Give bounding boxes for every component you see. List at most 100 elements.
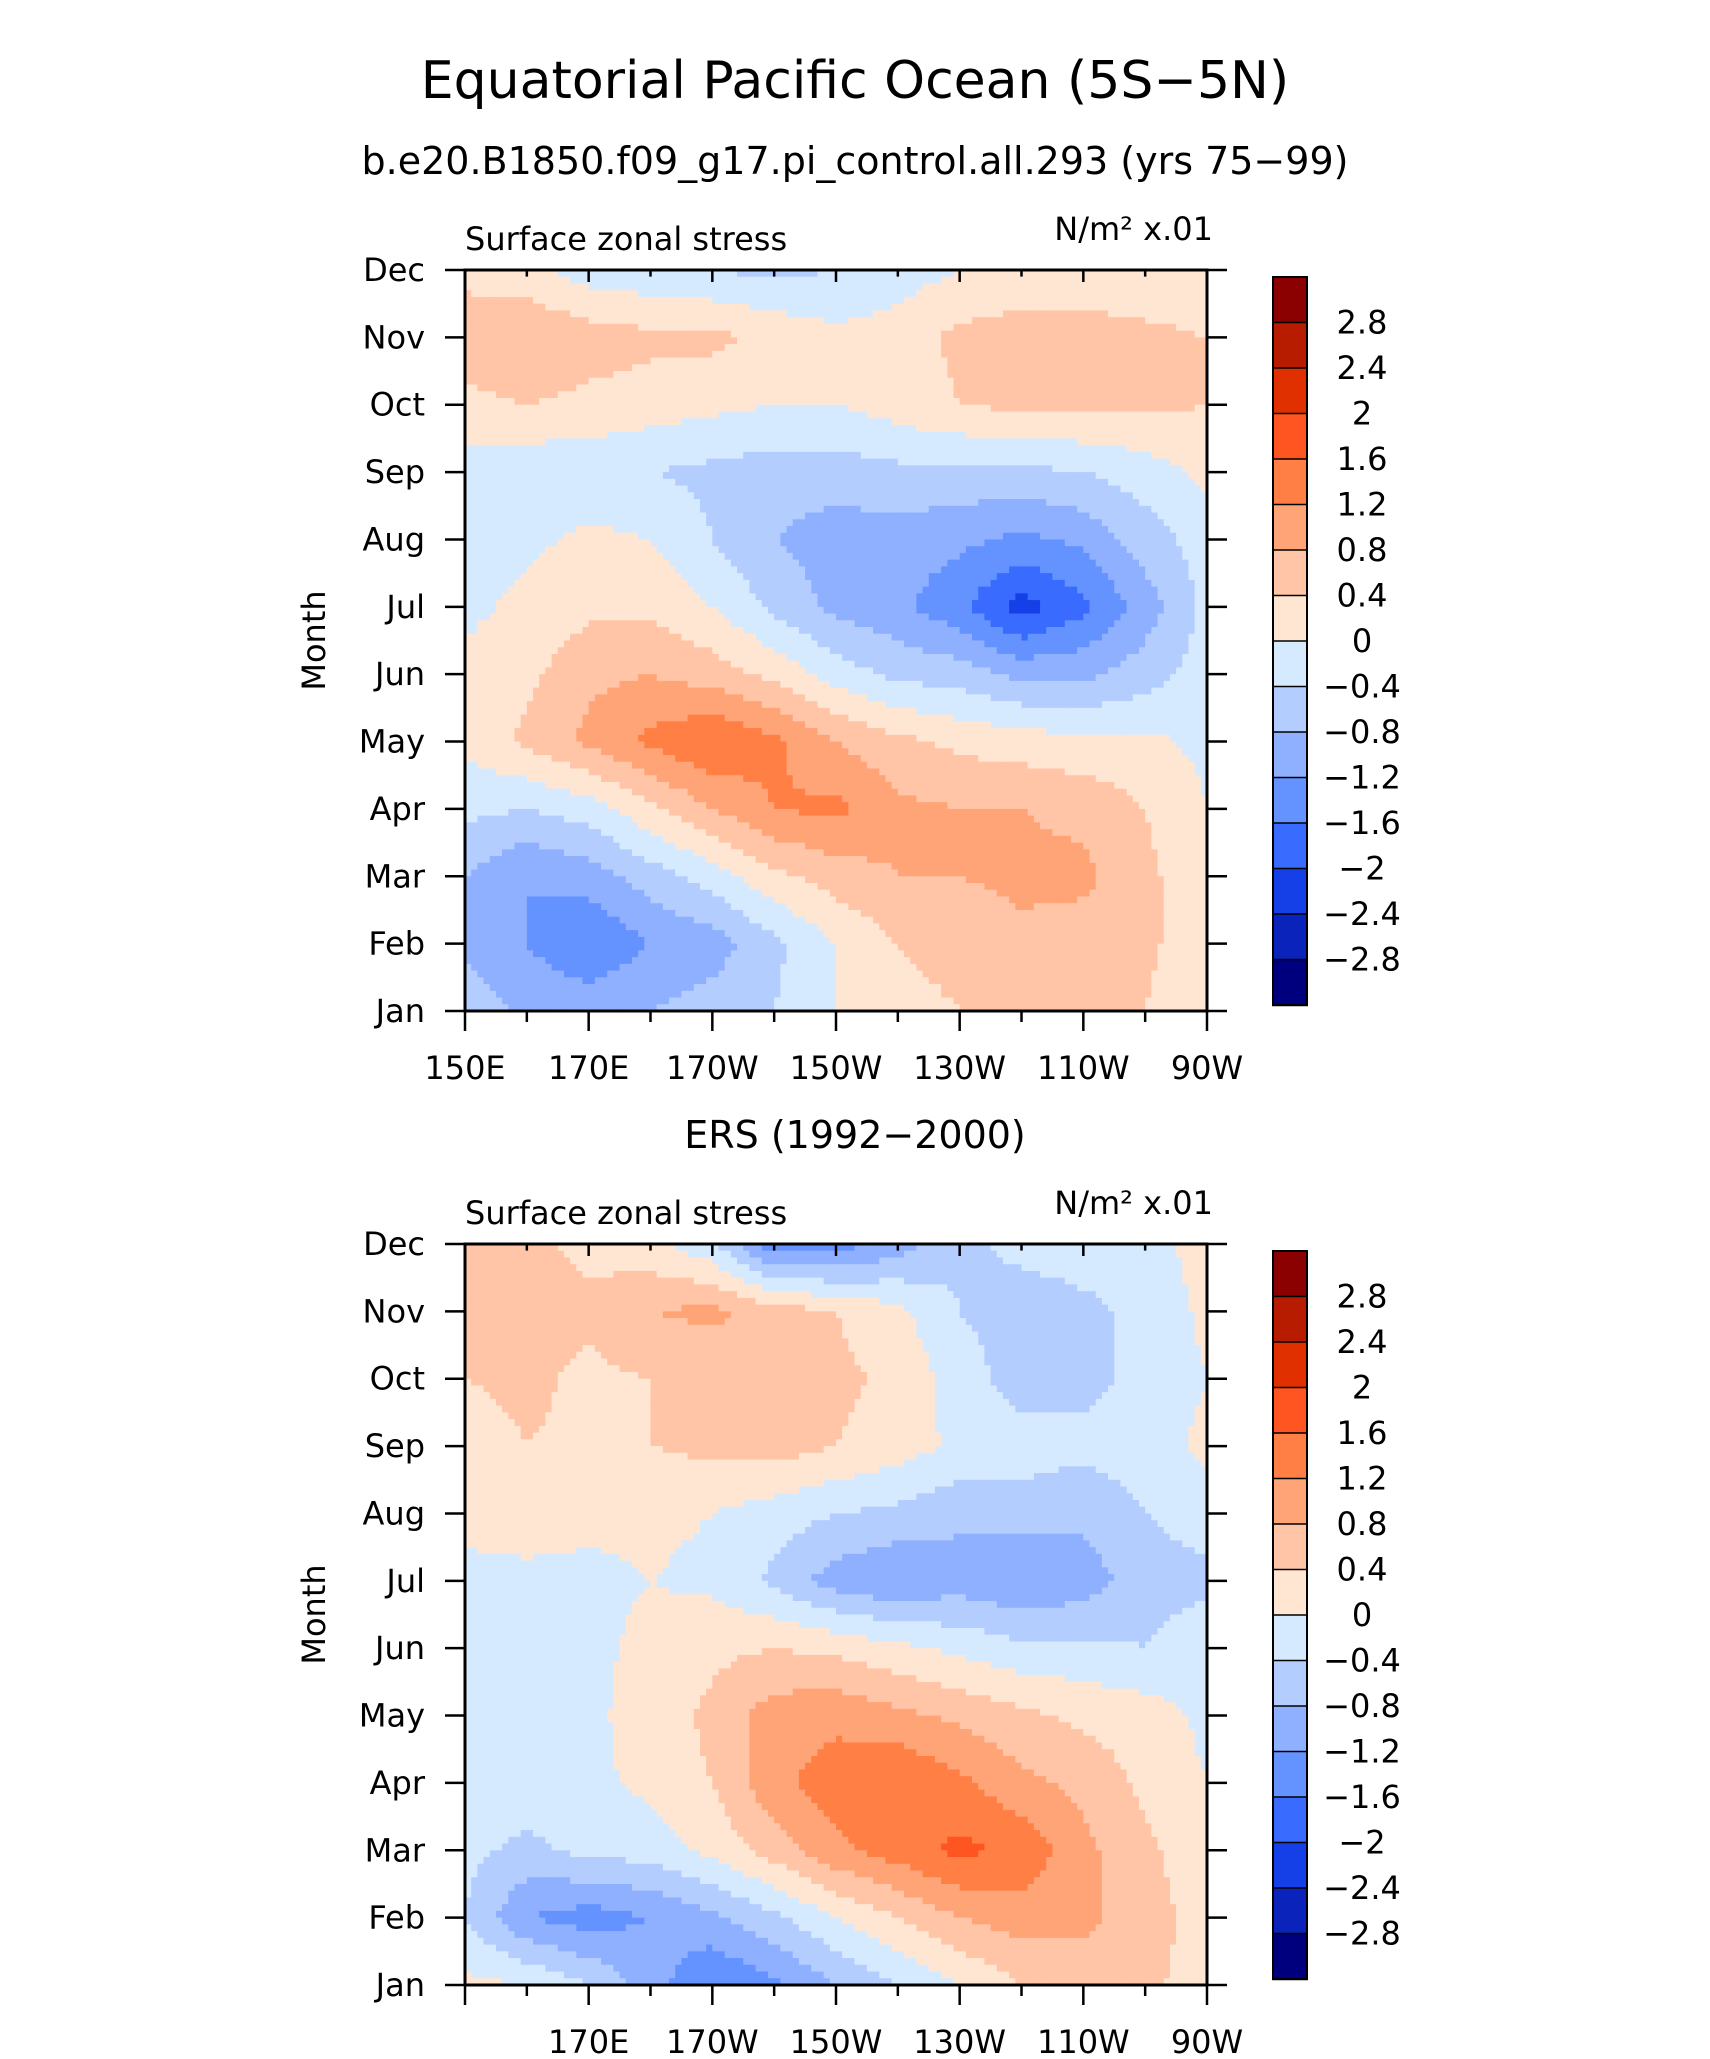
contour-cell <box>793 331 800 338</box>
contour-cell <box>842 539 849 546</box>
contour-cell <box>1040 277 1047 284</box>
contour-cell <box>669 438 676 445</box>
contour-cell <box>719 486 726 493</box>
contour-cell <box>1164 324 1171 331</box>
contour-cell <box>688 472 695 479</box>
contour-cell <box>885 277 892 284</box>
contour-cell <box>892 337 899 344</box>
contour-cell <box>613 539 620 546</box>
contour-cell <box>855 546 862 553</box>
contour-cell <box>1145 378 1152 385</box>
contour-cell <box>848 283 855 290</box>
contour-cell <box>1139 358 1146 365</box>
contour-cell <box>502 519 509 526</box>
contour-cell <box>1028 445 1035 452</box>
contour-cell <box>564 492 571 499</box>
contour-cell <box>719 513 726 520</box>
contour-cell <box>1040 465 1047 472</box>
contour-cell <box>1046 492 1053 499</box>
contour-cell <box>533 290 540 297</box>
contour-cell <box>638 378 645 385</box>
contour-cell <box>1102 324 1109 331</box>
contour-cell <box>947 459 954 466</box>
contour-cell <box>1114 405 1121 412</box>
contour-cell <box>644 358 651 365</box>
contour-cell <box>545 310 552 317</box>
contour-cell <box>675 445 682 452</box>
contour-cell <box>743 364 750 371</box>
contour-cell <box>1133 277 1140 284</box>
contour-cell <box>539 378 546 385</box>
contour-cell <box>991 324 998 331</box>
contour-cell <box>719 351 726 358</box>
contour-cell <box>576 432 583 439</box>
contour-cell <box>545 385 552 392</box>
contour-cell <box>582 486 589 493</box>
contour-cell <box>824 344 831 351</box>
contour-cell <box>1083 472 1090 479</box>
contour-cell <box>589 479 596 486</box>
contour-cell <box>1102 513 1109 520</box>
contour-cell <box>749 438 756 445</box>
contour-cell <box>527 364 534 371</box>
contour-cell <box>1164 405 1171 412</box>
contour-cell <box>490 479 497 486</box>
contour-cell <box>768 499 775 506</box>
contour-cell <box>1034 465 1041 472</box>
contour-cell <box>799 405 806 412</box>
contour-cell <box>935 438 942 445</box>
contour-cell <box>669 472 676 479</box>
contour-cell <box>1052 513 1059 520</box>
contour-cell <box>1170 425 1177 432</box>
contour-cell <box>984 418 991 425</box>
contour-cell <box>916 492 923 499</box>
contour-cell <box>923 371 930 378</box>
contour-cell <box>607 533 614 540</box>
contour-cell <box>613 344 620 351</box>
contour-cell <box>607 486 614 493</box>
contour-cell <box>836 465 843 472</box>
contour-cell <box>1003 425 1010 432</box>
contour-cell <box>1127 378 1134 385</box>
contour-cell <box>842 459 849 466</box>
contour-cell <box>867 371 874 378</box>
contour-cell <box>657 344 664 351</box>
contour-cell <box>1120 364 1127 371</box>
contour-cell <box>1108 297 1115 304</box>
contour-cell <box>762 526 769 533</box>
contour-cell <box>929 364 936 371</box>
contour-cell <box>972 351 979 358</box>
contour-cell <box>681 506 688 513</box>
contour-cell <box>564 337 571 344</box>
contour-cell <box>1009 385 1016 392</box>
contour-cell <box>811 432 818 439</box>
contour-cell <box>533 405 540 412</box>
contour-cell <box>885 297 892 304</box>
contour-cell <box>861 519 868 526</box>
contour-cell <box>774 324 781 331</box>
contour-cell <box>545 378 552 385</box>
contour-cell <box>675 533 682 540</box>
contour-cell <box>607 452 614 459</box>
contour-cell <box>502 546 509 553</box>
contour-cell <box>1114 452 1121 459</box>
contour-cell <box>731 358 738 365</box>
contour-cell <box>1065 472 1072 479</box>
contour-cell <box>552 492 559 499</box>
contour-cell <box>749 358 756 365</box>
contour-cell <box>855 519 862 526</box>
contour-cell <box>1022 445 1029 452</box>
contour-cell <box>719 411 726 418</box>
contour-cell <box>527 324 534 331</box>
contour-cell <box>1003 526 1010 533</box>
contour-cell <box>799 432 806 439</box>
contour-cell <box>811 317 818 324</box>
contour-cell <box>558 391 565 398</box>
contour-cell <box>675 519 682 526</box>
contour-cell <box>1170 277 1177 284</box>
contour-cell <box>762 438 769 445</box>
contour-cell <box>1164 304 1171 311</box>
contour-cell <box>471 405 478 412</box>
contour-cell <box>978 492 985 499</box>
contour-cell <box>644 546 651 553</box>
